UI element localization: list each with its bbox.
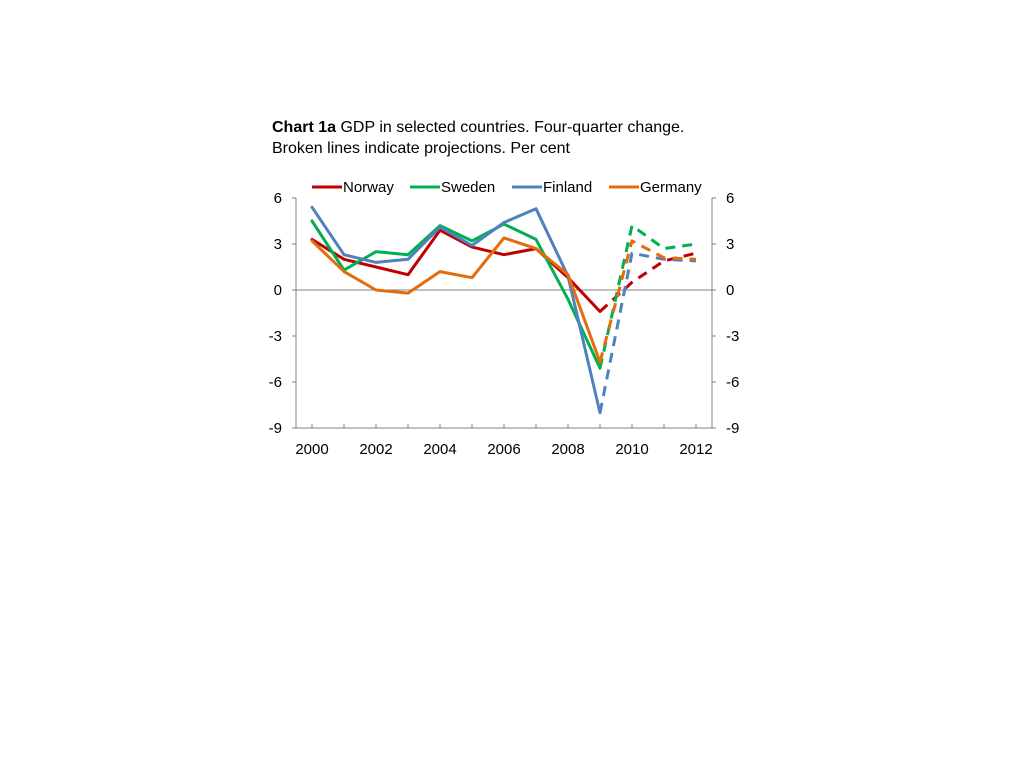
x-tick-label: 2008 (551, 441, 584, 458)
y-tick-label-left: -6 (269, 374, 282, 391)
series-line-sweden (310, 219, 602, 370)
x-tick-label: 2006 (487, 441, 520, 458)
chart-title-prefix: Chart 1a (272, 119, 337, 136)
series-projection-line-norway (598, 251, 697, 313)
x-tick-label: 2000 (295, 441, 328, 458)
y-tick-label-left: 0 (274, 282, 282, 299)
y-tick-label-left: -3 (269, 328, 282, 345)
legend-label-sweden: Sweden (441, 179, 495, 196)
y-tick-label-left: -9 (269, 420, 282, 437)
y-tick-label-right: -6 (726, 374, 739, 391)
series-line-norway (310, 228, 602, 313)
series-line-germany (310, 236, 602, 364)
y-tick-label-right: -9 (726, 420, 739, 437)
y-tick-label-left: 6 (274, 190, 282, 207)
series-line-finland (310, 205, 602, 415)
legend-label-germany: Germany (640, 179, 702, 196)
x-tick-label: 2002 (359, 441, 392, 458)
y-tick-label-right: 0 (726, 282, 734, 299)
series-projection-line-finland (598, 251, 697, 413)
y-tick-label-right: 6 (726, 190, 734, 207)
x-tick-label: 2004 (423, 441, 456, 458)
chart-title: Chart 1a GDP in selected countries. Four… (272, 117, 732, 159)
x-tick-label: 2012 (679, 441, 712, 458)
series-projection-line-sweden (598, 224, 697, 369)
y-tick-label-right: -3 (726, 328, 739, 345)
y-tick-label-right: 3 (726, 236, 734, 253)
series-projection-line-germany (598, 239, 697, 363)
x-tick-label: 2010 (615, 441, 648, 458)
y-tick-label-left: 3 (274, 236, 282, 253)
chart-title-text: GDP in selected countries. Four-quarter … (272, 119, 685, 157)
legend-label-norway: Norway (343, 179, 394, 196)
legend-label-finland: Finland (543, 179, 592, 196)
